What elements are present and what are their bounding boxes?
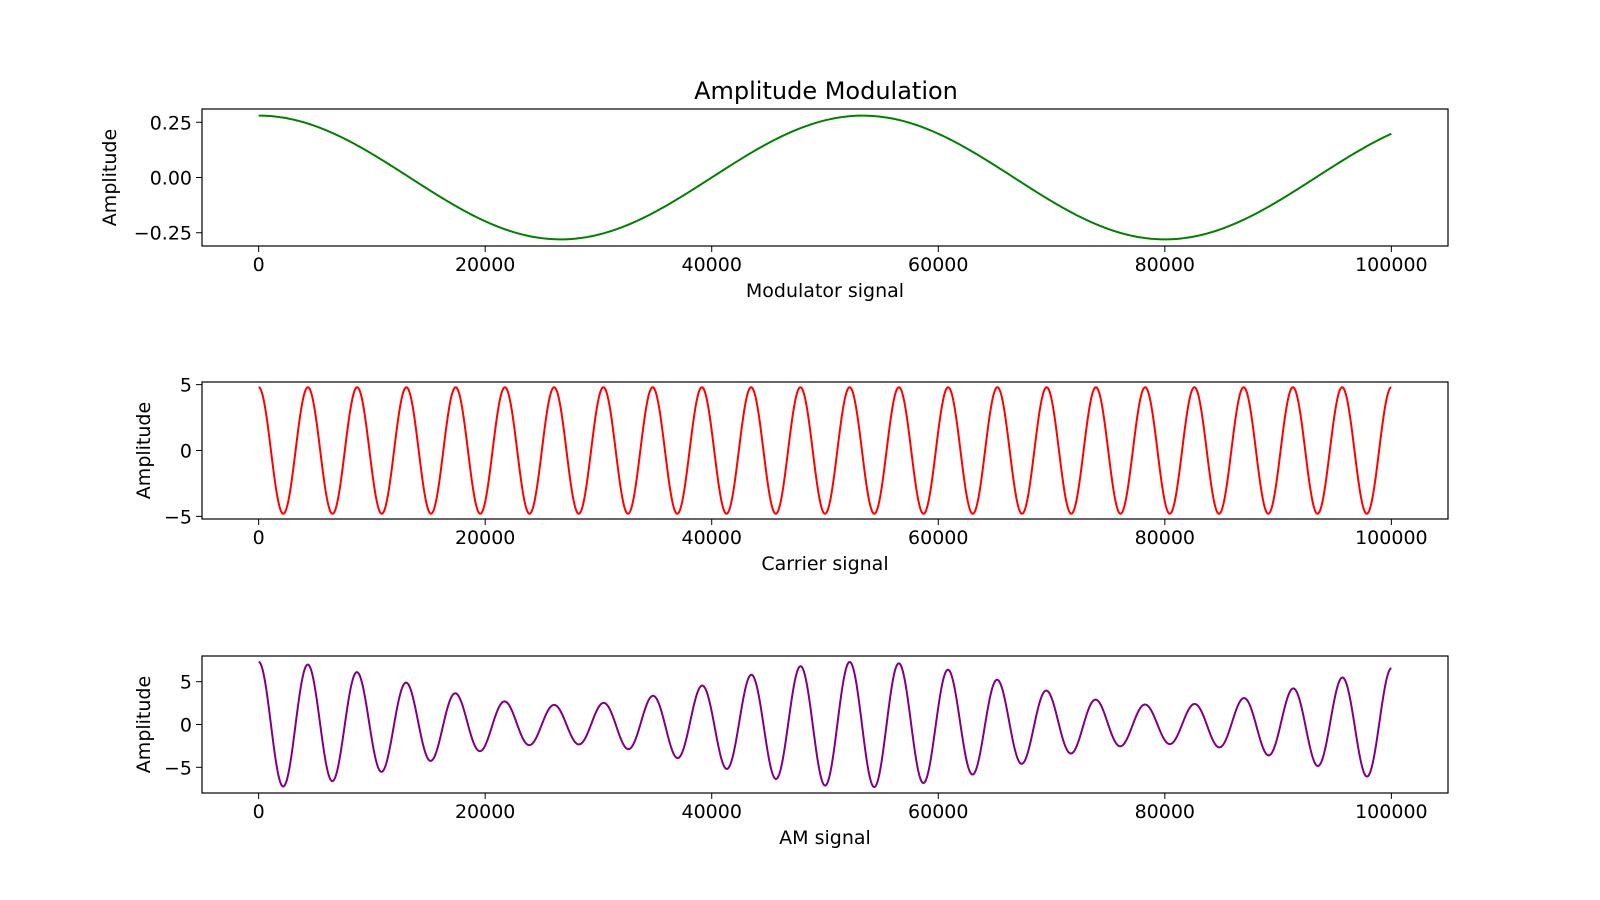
modulator-y-axis-label: Amplitude (99, 129, 121, 226)
carrier-y-tick-label: 5 (180, 375, 192, 397)
am-x-tick-label: 0 (253, 801, 265, 823)
modulator-y-tick-label: 0.00 (150, 168, 192, 190)
am-x-axis-label: AM signal (779, 827, 871, 849)
am-y-axis-label: Amplitude (133, 676, 155, 773)
carrier-y-tick-label: −5 (164, 506, 192, 528)
modulator-x-axis-label: Modulator signal (746, 280, 904, 302)
panel-modulator: 0 20000 40000 60000 80000 100000 0.25 0.00 −0.25… (99, 108, 1449, 302)
am-x-tick-label: 20000 (455, 801, 515, 823)
modulator-series-line (258, 114, 1392, 241)
modulator-x-tick-label: 60000 (908, 254, 968, 276)
am-y-tick-label: 0 (180, 715, 192, 737)
carrier-x-axis-label: Carrier signal (761, 553, 888, 575)
carrier-axes-frame (201, 381, 1449, 520)
am-x-tick-label: 100000 (1355, 801, 1428, 823)
carrier-x-tick-label: 40000 (682, 527, 742, 549)
am-x-tick-label: 40000 (682, 801, 742, 823)
carrier-y-axis-label: Amplitude (133, 402, 155, 499)
modulator-x-tick-label: 80000 (1135, 254, 1195, 276)
am-y-tick-label: 5 (180, 672, 192, 694)
modulator-axes-frame (201, 108, 1449, 247)
am-axes-frame (201, 655, 1449, 794)
modulator-x-tick-label: 0 (253, 254, 265, 276)
am-y-tick-label: −5 (164, 757, 192, 779)
figure-title: Amplitude Modulation (694, 77, 958, 105)
modulator-x-tick-label: 20000 (455, 254, 515, 276)
am-x-tick-label: 80000 (1135, 801, 1195, 823)
modulator-y-tick-label: −0.25 (134, 223, 192, 245)
carrier-x-tick-label: 0 (253, 527, 265, 549)
am-series-line (258, 660, 1392, 789)
modulator-y-tick-label: 0.25 (150, 112, 192, 134)
panel-am: 0 20000 40000 60000 80000 100000 5 0 −5 AM signal… (133, 655, 1449, 849)
panel-carrier: 0 20000 40000 60000 80000 100000 5 0 −5 Carrier s… (133, 375, 1449, 575)
modulator-x-tick-label: 40000 (682, 254, 742, 276)
carrier-x-tick-label: 100000 (1355, 527, 1428, 549)
carrier-y-tick-label: 0 (180, 441, 192, 463)
carrier-x-tick-label: 80000 (1135, 527, 1195, 549)
carrier-series-line (258, 386, 1392, 515)
am-x-tick-label: 60000 (908, 801, 968, 823)
modulator-x-tick-label: 100000 (1355, 254, 1428, 276)
carrier-x-tick-label: 20000 (455, 527, 515, 549)
carrier-x-tick-label: 60000 (908, 527, 968, 549)
